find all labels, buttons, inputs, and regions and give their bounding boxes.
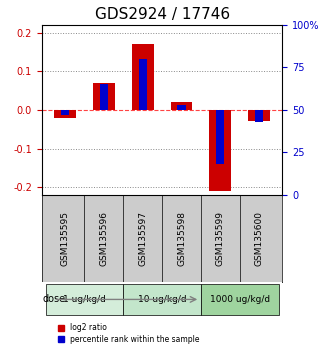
FancyBboxPatch shape <box>201 284 279 315</box>
Text: 10 ug/kg/d: 10 ug/kg/d <box>138 295 187 304</box>
Text: GSM135598: GSM135598 <box>177 211 186 266</box>
FancyBboxPatch shape <box>123 284 201 315</box>
Bar <box>171 102 192 110</box>
FancyBboxPatch shape <box>46 284 123 315</box>
Text: 1 ug/kg/d: 1 ug/kg/d <box>63 295 106 304</box>
Bar <box>255 110 263 122</box>
Legend: log2 ratio, percentile rank within the sample: log2 ratio, percentile rank within the s… <box>57 323 199 344</box>
Text: 1000 ug/kg/d: 1000 ug/kg/d <box>210 295 270 304</box>
Bar <box>54 110 76 118</box>
Text: GSM135597: GSM135597 <box>138 211 147 266</box>
Bar <box>248 110 270 121</box>
Title: GDS2924 / 17746: GDS2924 / 17746 <box>95 7 230 22</box>
Bar <box>93 83 115 110</box>
Bar <box>132 44 153 110</box>
Bar <box>210 110 231 191</box>
Bar <box>216 110 224 164</box>
Bar <box>139 59 147 110</box>
Text: GSM135599: GSM135599 <box>216 211 225 266</box>
Bar <box>178 105 186 110</box>
Text: dose: dose <box>42 295 65 304</box>
Bar <box>100 84 108 110</box>
Bar <box>61 110 69 115</box>
Text: GSM135596: GSM135596 <box>100 211 108 266</box>
Text: GSM135595: GSM135595 <box>61 211 70 266</box>
Text: GSM135600: GSM135600 <box>255 211 264 266</box>
